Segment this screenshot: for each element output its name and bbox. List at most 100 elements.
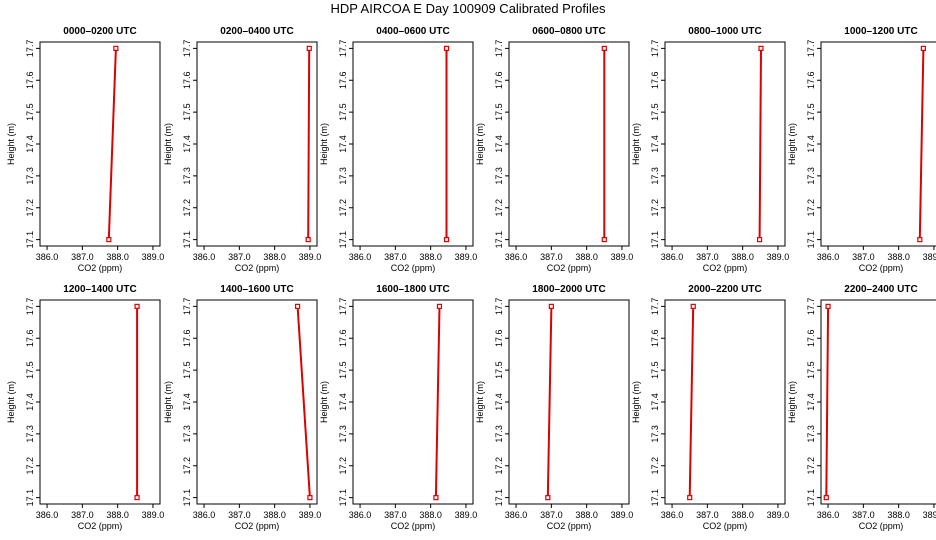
y-tick-label: 17.3 — [25, 167, 35, 185]
x-axis-label: CO2 (ppm) — [703, 263, 748, 273]
panel-title: 2200–2400 UTC — [844, 284, 917, 295]
profile-line — [825, 306, 830, 498]
y-tick-label: 17.2 — [494, 457, 504, 475]
x-tick-label: 386.0 — [661, 252, 684, 262]
y-tick-label: 17.7 — [494, 298, 504, 316]
y-tick-label: 17.7 — [25, 298, 35, 316]
data-point — [548, 303, 554, 309]
y-tick-label: 17.2 — [806, 199, 816, 217]
data-point — [134, 303, 140, 309]
data-point — [443, 237, 450, 243]
panel-0: 0000–0200 UTC 386.0 387.0 388.0 389.0 17.1 17.… — [6, 26, 164, 273]
data-point — [687, 495, 693, 501]
x-axis-label: CO2 (ppm) — [703, 521, 748, 531]
y-tick-label: 17.2 — [650, 199, 660, 217]
y-tick-label: 17.3 — [806, 425, 816, 443]
x-tick-label: 386.0 — [36, 252, 59, 262]
y-axis-label: Height (m) — [631, 123, 641, 165]
data-point — [433, 495, 439, 501]
y-tick-label: 17.7 — [650, 298, 660, 316]
x-tick-label: 387.0 — [228, 510, 251, 520]
x-axis-label: CO2 (ppm) — [78, 521, 123, 531]
y-tick-label: 17.2 — [338, 199, 348, 217]
x-tick-label: 389.0 — [142, 510, 165, 520]
y-tick-label: 17.7 — [494, 40, 504, 58]
y-axis-label: Height (m) — [163, 381, 173, 423]
x-tick-label: 389.0 — [299, 510, 322, 520]
x-tick-label: 389.0 — [923, 252, 936, 262]
profile-line — [758, 48, 762, 240]
data-point — [134, 495, 140, 501]
data-point — [917, 237, 923, 243]
y-tick-label: 17.2 — [650, 457, 660, 475]
data-point — [306, 45, 312, 51]
x-tick-label: 387.0 — [696, 510, 719, 520]
y-tick-label: 17.5 — [806, 103, 816, 121]
x-tick-label: 388.0 — [263, 510, 286, 520]
y-tick-label: 17.4 — [650, 135, 660, 153]
y-axis-label: Height (m) — [319, 381, 329, 423]
x-axis-label: CO2 (ppm) — [78, 263, 123, 273]
data-point — [113, 45, 119, 51]
y-tick-label: 17.3 — [338, 167, 348, 185]
y-tick-label: 17.3 — [806, 167, 816, 185]
x-tick-label: 387.0 — [540, 252, 563, 262]
plot-frame — [508, 41, 630, 247]
data-point — [758, 45, 764, 51]
x-tick-label: 389.0 — [299, 252, 322, 262]
y-tick-label: 17.4 — [650, 393, 660, 411]
x-tick-label: 386.0 — [817, 510, 840, 520]
y-tick-label: 17.6 — [338, 329, 348, 347]
panel-6: 1200–1400 UTC 386.0 387.0 388.0 389.0 17.1 17.… — [6, 284, 164, 531]
x-axis-label: CO2 (ppm) — [391, 521, 436, 531]
x-tick-label: 387.0 — [71, 252, 94, 262]
y-tick-label: 17.1 — [25, 489, 35, 507]
x-tick-label: 386.0 — [36, 510, 59, 520]
panel-title: 0800–1000 UTC — [688, 26, 761, 37]
y-axis-label: Height (m) — [475, 123, 485, 165]
x-tick-label: 387.0 — [852, 510, 875, 520]
x-tick-label: 389.0 — [767, 510, 790, 520]
y-tick-label: 17.3 — [494, 425, 504, 443]
panel-8: 1600–1800 UTC 386.0 387.0 388.0 389.0 17.1 17.… — [319, 284, 477, 531]
y-tick-label: 17.1 — [494, 231, 504, 249]
plot-frame — [196, 41, 318, 247]
data-point — [756, 237, 763, 243]
y-tick-label: 17.2 — [25, 199, 35, 217]
x-axis-label: CO2 (ppm) — [235, 263, 280, 273]
panel-title: 1400–1600 UTC — [220, 284, 293, 295]
x-axis-label: CO2 (ppm) — [859, 263, 904, 273]
y-tick-label: 17.6 — [25, 71, 35, 89]
y-tick-label: 17.5 — [25, 103, 35, 121]
data-point — [106, 237, 112, 243]
y-tick-label: 17.6 — [494, 329, 504, 347]
x-tick-label: 387.0 — [852, 252, 875, 262]
y-tick-label: 17.6 — [806, 329, 816, 347]
x-tick-label: 387.0 — [696, 252, 719, 262]
profile-line — [296, 306, 311, 498]
y-tick-label: 17.1 — [338, 231, 348, 249]
data-point — [920, 45, 926, 51]
profile-line — [107, 48, 117, 240]
y-axis-label: Height (m) — [787, 123, 797, 165]
x-tick-label: 389.0 — [455, 252, 478, 262]
y-tick-label: 17.3 — [25, 425, 35, 443]
y-tick-label: 17.1 — [650, 231, 660, 249]
x-tick-label: 387.0 — [228, 252, 251, 262]
profile-line — [434, 306, 441, 498]
x-tick-label: 388.0 — [575, 252, 598, 262]
panel-7: 1400–1600 UTC 386.0 387.0 388.0 389.0 17.1 17.… — [163, 284, 321, 531]
x-tick-label: 387.0 — [540, 510, 563, 520]
x-axis-label: CO2 (ppm) — [859, 521, 904, 531]
y-tick-label: 17.2 — [182, 457, 192, 475]
y-tick-label: 17.5 — [494, 361, 504, 379]
y-tick-label: 17.4 — [25, 135, 35, 153]
y-tick-label: 17.7 — [182, 298, 192, 316]
profile-line — [688, 306, 695, 498]
panel-9: 1800–2000 UTC 386.0 387.0 388.0 389.0 17.1 17.… — [475, 284, 633, 531]
x-tick-label: 387.0 — [384, 510, 407, 520]
x-tick-label: 389.0 — [611, 252, 634, 262]
y-tick-label: 17.6 — [182, 71, 192, 89]
panel-1: 0200–0400 UTC 386.0 387.0 388.0 389.0 17.1 17.… — [163, 26, 321, 273]
data-point — [545, 495, 551, 501]
